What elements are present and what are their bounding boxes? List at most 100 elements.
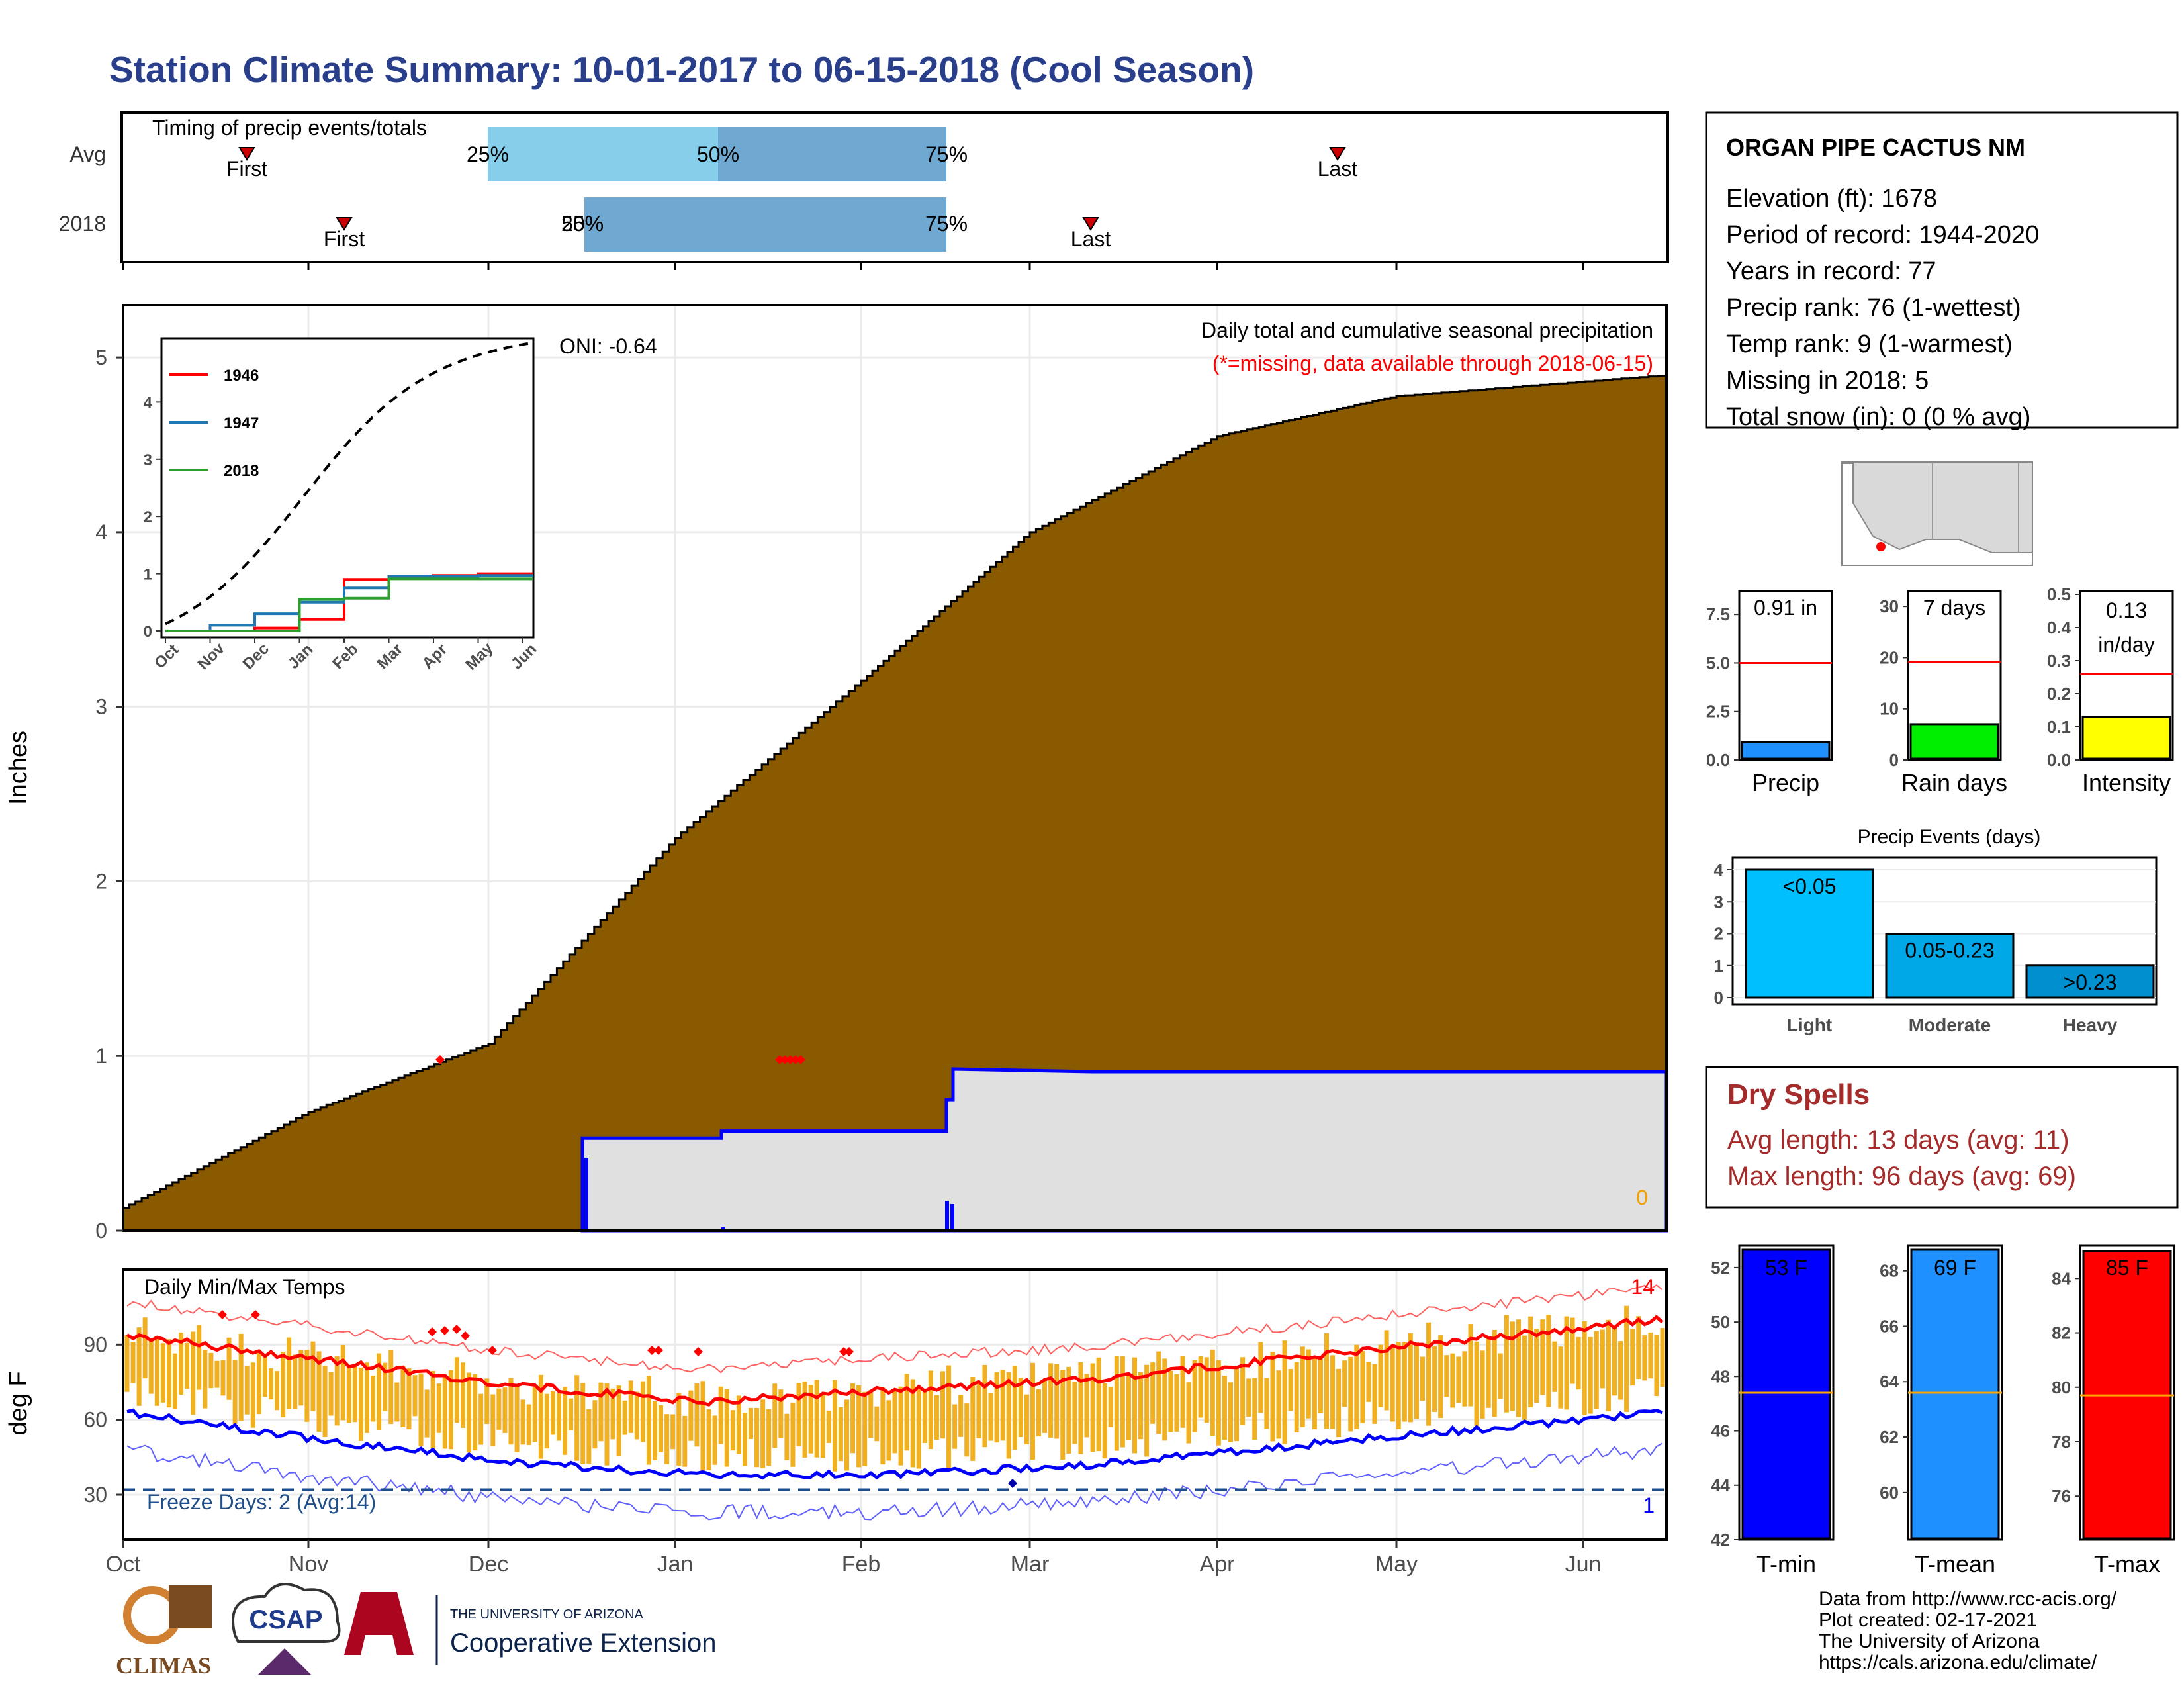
daily-temp-bar [1528,1316,1533,1408]
temp-box-ytick: 84 [2052,1268,2071,1288]
daily-temp-bar [1168,1370,1173,1432]
csap-logo: CSAP [232,1583,341,1675]
daily-temp-bar [1204,1357,1209,1423]
2018-last-label: Last [1071,227,1111,251]
daily-temp-bar [934,1395,939,1440]
daily-temp-bar [1138,1372,1144,1440]
inset-legend-label: 2018 [224,462,259,480]
timing-avg-p50: 50% [697,142,739,166]
daily-temp-bar [1192,1360,1197,1432]
daily-temp-bar [1336,1368,1342,1438]
daily-temp-bar [1120,1356,1125,1448]
temp-box-value: 53 F [1765,1256,1807,1280]
footer-created: Plot created: 02-17-2021 [1819,1609,2037,1631]
daily-temp-bar [754,1408,760,1468]
inset-mean-curve [165,342,530,626]
daily-temp-bar [1414,1342,1419,1419]
daily-temp-bar [563,1387,568,1455]
temp-box-T-min [1741,1248,1831,1540]
mini-bar-ytick: 5.0 [1706,653,1730,673]
temp-box-ytick: 62 [1880,1427,1899,1447]
ua-line2: Cooperative Extension [450,1628,716,1658]
daily-temp-bar [946,1365,952,1469]
daily-temp-bar [856,1385,862,1468]
daily-temp-bar [1330,1355,1336,1429]
daily-temp-bar [1342,1360,1347,1407]
daily-temp-bar [1174,1374,1179,1432]
station-snow: Total snow (in): 0 (0 % avg) [1726,403,2030,431]
mini-bar-charts: 0.0 2.5 5.0 7.5 0.91 in Precip 0 10 20 30 7 days Ra… [1706,585,2174,796]
daily-temp-bar [1276,1370,1281,1439]
daily-temp-bar [742,1413,747,1466]
daily-temp-bar [1450,1353,1455,1408]
station-missing: Missing in 2018: 5 [1726,367,1929,395]
missing-marker [435,1055,445,1064]
daily-temp-bar [262,1357,267,1397]
events-ytick: 0 [1714,988,1723,1008]
daily-temp-bar [1504,1315,1509,1413]
daily-temp-bar [490,1394,496,1446]
record-high-marker [654,1346,663,1355]
daily-temp-bar [1096,1357,1101,1452]
daily-temp-bar [250,1362,255,1428]
daily-temp-bar [1648,1332,1653,1379]
temp-box-ytick: 42 [1711,1530,1730,1550]
events-chart: Precip Events (days) 0 1 2 3 4 <0.05 Light 0.05… [1714,826,2158,1035]
daily-temp-bar [352,1364,357,1423]
events-bar-Heavy [2025,964,2155,999]
daily-temp-bar [473,1374,478,1451]
inset-series-1947 [165,574,533,632]
record-high-marker [844,1347,854,1356]
record-high-marker [428,1327,437,1336]
events-bar-Moderate [1885,933,2015,999]
daily-temp-bar [958,1395,964,1437]
daily-temp-bar [994,1372,999,1443]
daily-temp-bar [1510,1321,1515,1411]
daily-temp-bar [1642,1335,1647,1381]
daily-temp-bar [484,1378,490,1424]
daily-temp-bar [1444,1355,1449,1397]
daily-temp-bar [550,1391,555,1435]
daily-temp-bar [1216,1360,1221,1446]
temp-box-value: 69 F [1934,1256,1976,1280]
daily-temp-bar [622,1400,627,1435]
daily-temp-bar [197,1325,202,1390]
daily-temp-bar [1384,1330,1389,1411]
daily-temp-bar [1282,1340,1287,1444]
daily-temp-bar [1558,1346,1563,1409]
inset-ytick-label: 4 [144,394,153,412]
timing-2018-p50: 50% [561,212,604,236]
daily-temp-bar [173,1353,177,1409]
inset-series-2018 [165,577,533,632]
daily-temp-bar [220,1360,226,1396]
timing-avg-p75: 75% [925,142,968,166]
events-ytick: 4 [1714,860,1724,880]
x-month-label: Feb [842,1552,881,1577]
daily-temp-bar [310,1341,316,1411]
daily-temp-bar [1480,1350,1485,1419]
record-high-marker [461,1331,470,1340]
daily-temp-bar [1180,1356,1185,1428]
daily-temp-bar [514,1386,520,1452]
daily-temp-bar [659,1405,664,1453]
daily-temp-bar [1234,1367,1240,1442]
daily-temp-bar [467,1372,472,1453]
daily-temp-bar [377,1353,382,1430]
missing-marker [796,1055,805,1064]
daily-temp-bar [214,1360,220,1388]
temp-box-ytick: 60 [1880,1483,1899,1503]
record-high-marker [452,1325,461,1334]
daily-temp-bar [1318,1356,1323,1413]
mini-bar-ytick: 7.5 [1706,604,1730,624]
daily-temp-bar [910,1379,915,1468]
temp-box-value: 85 F [2106,1256,2148,1280]
daily-temp-bar [1024,1394,1029,1444]
timing-panel: Timing of precip events/totals Avg 2018 … [59,111,1669,270]
daily-temp-bar [1198,1356,1203,1418]
daily-temp-bar [1408,1333,1413,1423]
daily-precip-bar [584,1158,588,1231]
daily-temp-bar [982,1364,987,1448]
daily-temp-bar [1360,1350,1365,1423]
daily-temp-bar [604,1383,610,1466]
daily-temp-bar [580,1383,586,1464]
